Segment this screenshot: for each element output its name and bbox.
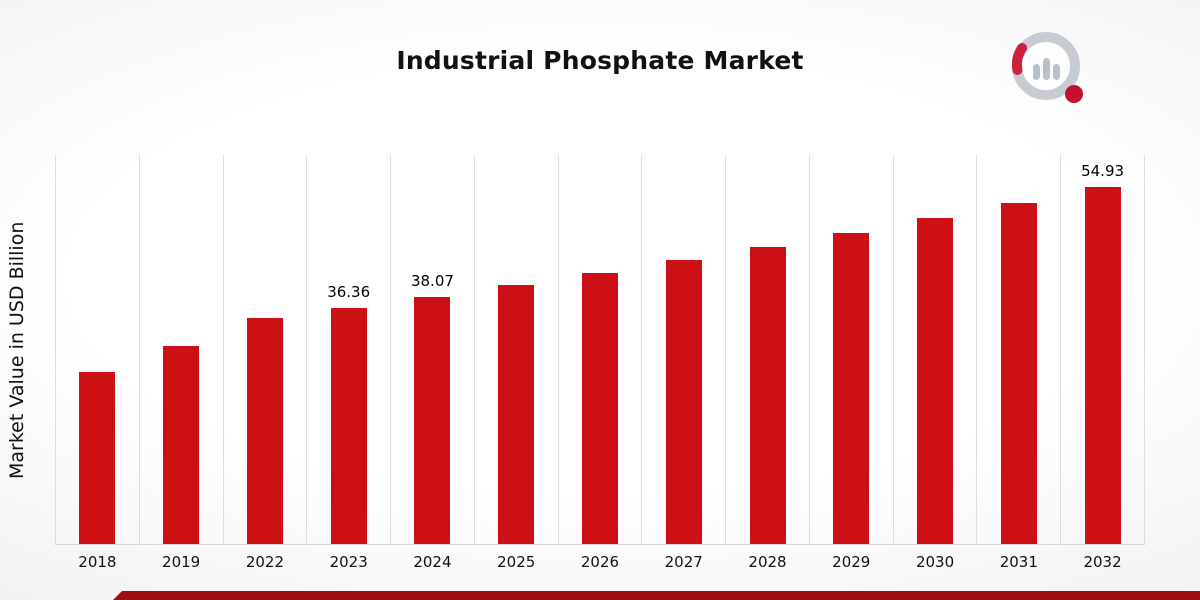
category-column-2030: 2030 (892, 155, 977, 571)
bar-value-label-2024: 38.07 (410, 272, 454, 290)
category-column-2026: 2026 (557, 155, 642, 571)
bar-chart-magnifier-icon (1012, 32, 1083, 103)
x-tick-label-2022: 2022 (245, 553, 284, 571)
category-column-2022: 2022 (222, 155, 307, 571)
footer-accent-stripe (113, 591, 1200, 600)
bar-value-label-2023: 36.36 (327, 283, 371, 301)
category-column-2027: 2027 (641, 155, 725, 571)
x-tick-label-2019: 2019 (162, 553, 201, 571)
bar-2031 (1000, 203, 1037, 544)
x-tick-label-2028: 2028 (748, 553, 787, 571)
bar-2018 (79, 372, 116, 544)
x-tick-label-2027: 2027 (664, 553, 703, 571)
x-tick-label-2023: 2023 (329, 553, 368, 571)
brand-logo-icon (1004, 28, 1096, 110)
bar-2022 (246, 318, 283, 544)
category-column-2029: 2029 (808, 155, 893, 571)
category-column-2024: 38.07 2024 (390, 155, 474, 571)
x-tick-label-2025: 2025 (497, 553, 536, 571)
category-column-2023: 36.36 2023 (306, 155, 390, 571)
x-tick-label-2030: 2030 (915, 553, 955, 571)
bar-chart-plot: 2018 2019 2022 36.36 2023 38.07 2024 2025 2026 20… (55, 155, 1145, 571)
x-tick-label-2026: 2026 (580, 553, 620, 571)
x-tick-label-2032: 2032 (1083, 553, 1122, 571)
bar-2029 (833, 233, 870, 544)
bar-2019 (163, 346, 200, 544)
category-column-2031: 2031 (976, 155, 1060, 571)
x-tick-label-2024: 2024 (413, 553, 452, 571)
bar-2026 (581, 273, 618, 544)
x-tick-label-2031: 2031 (999, 553, 1038, 571)
category-column-2019: 2019 (138, 155, 223, 571)
bar-2032 (1084, 187, 1121, 544)
y-axis-title: Market Value in USD Billion (6, 221, 28, 479)
x-tick-label-2018: 2018 (78, 553, 117, 571)
bar-2027 (665, 260, 702, 544)
category-column-2028: 2028 (725, 155, 809, 571)
bar-2030 (917, 218, 954, 544)
bar-2028 (749, 247, 786, 544)
x-tick-label-2029: 2029 (832, 553, 871, 571)
category-column-2018: 2018 (55, 155, 139, 571)
category-column-2025: 2025 (473, 155, 558, 571)
bar-2024 (414, 297, 451, 544)
chart-title: Industrial Phosphate Market (396, 46, 804, 75)
bar-2023 (330, 308, 367, 544)
bar-2025 (498, 285, 535, 544)
category-column-2032: 54.93 2032 (1060, 155, 1145, 571)
bar-value-label-2032: 54.93 (1081, 162, 1125, 180)
